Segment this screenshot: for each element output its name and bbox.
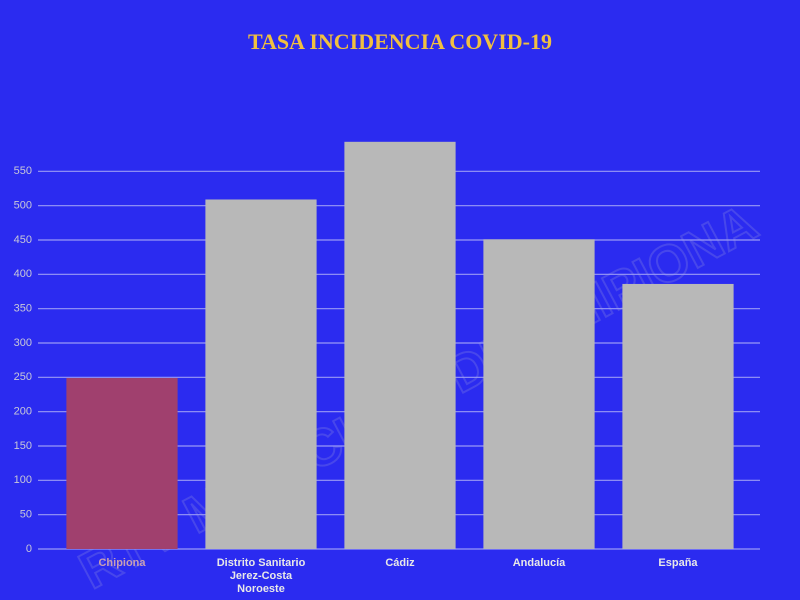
y-tick-label: 250 (14, 371, 32, 383)
x-tick-label: Andalucía (512, 557, 566, 569)
x-tick-label: Distrito Sanitario Jerez-Costa Noroeste (216, 557, 306, 595)
y-tick-label: 150 (14, 440, 32, 452)
bar (344, 141, 456, 549)
bar (483, 239, 595, 549)
chart-title: TASA INCIDENCIA COVID-19 (248, 29, 552, 54)
y-tick-label: 500 (14, 200, 32, 212)
y-tick-label: 200 (14, 406, 32, 418)
y-tick-label: 550 (14, 165, 32, 177)
y-tick-label: 400 (14, 268, 32, 280)
y-tick-label: 450 (14, 234, 32, 246)
y-tick-label: 0 (26, 543, 32, 555)
x-tick-label: Chipiona (98, 557, 146, 569)
bar (66, 378, 178, 549)
y-tick-label: 100 (14, 474, 32, 486)
y-tick-label: 50 (20, 509, 32, 521)
bar (622, 283, 734, 549)
x-tick-label: Cádiz (385, 557, 415, 569)
y-tick-label: 300 (14, 337, 32, 349)
bar (205, 199, 317, 549)
x-tick-label: España (658, 557, 698, 569)
y-tick-label: 350 (14, 303, 32, 315)
